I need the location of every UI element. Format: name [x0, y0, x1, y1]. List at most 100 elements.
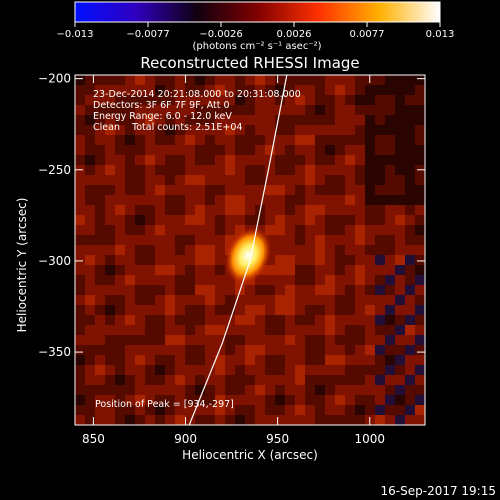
- heatmap-cell: [155, 115, 165, 125]
- heatmap-cell: [235, 85, 245, 95]
- heatmap-cell: [105, 285, 115, 295]
- heatmap-cell: [375, 275, 385, 285]
- heatmap-cell: [225, 235, 235, 245]
- solar-limb-curve: [188, 75, 288, 425]
- heatmap-cell: [345, 305, 355, 315]
- heatmap-cell: [95, 125, 105, 135]
- heatmap-cell: [355, 165, 365, 175]
- heatmap-cell: [145, 275, 155, 285]
- heatmap-cell: [315, 335, 325, 345]
- heatmap-cell: [195, 225, 205, 235]
- heatmap-cell: [395, 415, 405, 425]
- heatmap-cell: [295, 125, 305, 135]
- heatmap-cell: [235, 325, 245, 335]
- y-tick-label: −200: [38, 72, 71, 86]
- peak-position-label: Position of Peak = [934,-297]: [95, 399, 234, 410]
- heatmap-cell: [105, 165, 115, 175]
- heatmap-cell: [155, 235, 165, 245]
- heatmap-cell: [125, 205, 135, 215]
- heatmap-cell: [335, 135, 345, 145]
- heatmap-cell: [345, 125, 355, 135]
- heatmap-cell: [105, 415, 115, 425]
- heatmap-cell: [115, 275, 125, 285]
- heatmap-cell: [325, 365, 335, 375]
- heatmap-cell: [265, 75, 275, 85]
- heatmap-cell: [275, 405, 285, 415]
- heatmap-cell: [265, 335, 275, 345]
- heatmap-cell: [345, 205, 355, 215]
- heatmap-cell: [335, 395, 345, 405]
- heatmap-cell: [375, 245, 385, 255]
- heatmap-cell: [115, 405, 125, 415]
- heatmap-cell: [415, 315, 425, 325]
- heatmap-cell: [275, 325, 285, 335]
- heatmap-cell: [235, 205, 245, 215]
- heatmap-cell: [345, 275, 355, 285]
- heatmap-cell: [95, 345, 105, 355]
- heatmap-cell: [295, 415, 305, 425]
- heatmap-cell: [265, 325, 275, 335]
- heatmap-cell: [395, 205, 405, 215]
- heatmap-cell: [225, 155, 235, 165]
- heatmap-cell: [95, 335, 105, 345]
- heatmap-cell: [75, 355, 85, 365]
- heatmap-cell: [285, 315, 295, 325]
- heatmap-cell: [155, 195, 165, 205]
- heatmap-cell: [255, 95, 265, 105]
- heatmap-cell: [395, 345, 405, 355]
- heatmap-cell: [335, 305, 345, 315]
- plot-area: [75, 75, 425, 425]
- heatmap-cell: [385, 385, 395, 395]
- heatmap-cell: [275, 215, 285, 225]
- heatmap-cell: [235, 395, 245, 405]
- heatmap-cell: [185, 255, 195, 265]
- heatmap-cell: [105, 105, 115, 115]
- heatmap-cell: [165, 285, 175, 295]
- heatmap-cell: [415, 105, 425, 115]
- heatmap-cell: [385, 285, 395, 295]
- heatmap-cell: [155, 245, 165, 255]
- heatmap-cell: [195, 255, 205, 265]
- heatmap-cell: [75, 215, 85, 225]
- heatmap-cell: [125, 265, 135, 275]
- heatmap-cell: [305, 275, 315, 285]
- heatmap-cell: [285, 195, 295, 205]
- heatmap-cell: [345, 95, 355, 105]
- heatmap-cell: [135, 325, 145, 335]
- heatmap-cell: [235, 115, 245, 125]
- heatmap-cell: [155, 165, 165, 175]
- heatmap-cell: [175, 365, 185, 375]
- heatmap-cell: [205, 225, 215, 235]
- heatmap-cell: [155, 75, 165, 85]
- heatmap-cell: [315, 155, 325, 165]
- heatmap-cell: [155, 315, 165, 325]
- heatmap-cell: [135, 295, 145, 305]
- heatmap-cell: [245, 205, 255, 215]
- heatmap-cell: [115, 155, 125, 165]
- heatmap-cell: [285, 365, 295, 375]
- colorbar-tick-label: −0.0026: [199, 29, 242, 40]
- heatmap-cell: [175, 335, 185, 345]
- heatmap-cell: [265, 405, 275, 415]
- heatmap-cell: [195, 395, 205, 405]
- heatmap-cell: [75, 245, 85, 255]
- heatmap-cell: [145, 375, 155, 385]
- heatmap-cell: [355, 345, 365, 355]
- heatmap-cell: [235, 215, 245, 225]
- heatmap-cell: [195, 345, 205, 355]
- heatmap-cell: [195, 295, 205, 305]
- heatmap-cell: [135, 225, 145, 235]
- heatmap-cell: [225, 385, 235, 395]
- heatmap-cell: [285, 395, 295, 405]
- heatmap-cell: [335, 315, 345, 325]
- heatmap-cell: [265, 135, 275, 145]
- heatmap-cell: [155, 365, 165, 375]
- heatmap-cell: [395, 135, 405, 145]
- heatmap-cell: [135, 235, 145, 245]
- heatmap-cell: [295, 185, 305, 195]
- heatmap-cell: [365, 225, 375, 235]
- heatmap-cell: [245, 375, 255, 385]
- heatmap-cell: [265, 415, 275, 425]
- heatmap-cell: [235, 385, 245, 395]
- heatmap-cell: [345, 255, 355, 265]
